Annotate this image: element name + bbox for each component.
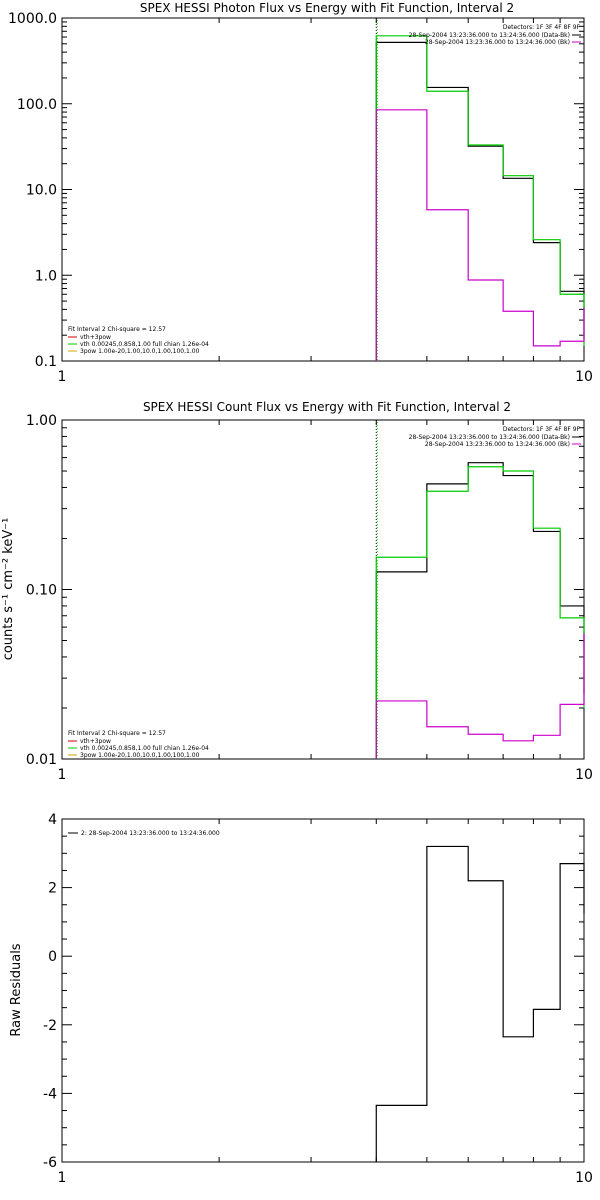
series-lines: [375, 420, 585, 759]
y-tick-label: 0: [48, 949, 57, 965]
x-tick-label: 1: [58, 369, 67, 385]
legend-top-left: 2: 28-Sep-2004 13:23:36.000 to 13:24:36.…: [68, 830, 220, 837]
legend-item: vth 0.00245,0.858,1.00 full chian 1.26e-…: [80, 745, 209, 752]
series-line: [375, 845, 585, 1162]
y-tick-label: 0.1: [35, 354, 57, 370]
series-line: [375, 633, 585, 759]
chart-title: SPEX HESSI Photon Flux vs Energy with Fi…: [140, 1, 514, 15]
legend-title: Fit Interval 2 Chi-square = 12.57: [68, 326, 166, 333]
x-tick-label: 1: [58, 1170, 67, 1186]
y-tick-label: -6: [43, 1155, 57, 1171]
y-tick-label: 1.00: [26, 413, 57, 429]
legend-top-right: Detectors: 1F 3F 4F 8F 9F 28-Sep-2004 13…: [409, 426, 581, 448]
panel-count-flux: SPEX HESSI Count Flux vs Energy with Fit…: [1, 400, 593, 783]
legend-title: Detectors: 1F 3F 4F 8F 9F: [503, 24, 581, 31]
series-line: [375, 35, 585, 361]
axis-ticks: 1 10 -6 -4 -2 0 2 4: [43, 812, 593, 1186]
y-tick-label: 4: [48, 812, 57, 828]
axis-ticks: 1 10 0.1 1.0 10.0 100.0 1000.0: [8, 11, 593, 385]
legend-title: Fit Interval 2 Chi-square = 12.57: [68, 730, 166, 737]
legend-item: 28-Sep-2004 13:23:36.000 to 13:24:36.000…: [409, 32, 570, 39]
legend-item: vth+3pow: [80, 334, 111, 341]
series-line: [375, 41, 585, 361]
y-axis-label: Raw Residuals: [9, 943, 24, 1036]
x-tick-label: 1: [58, 767, 67, 783]
legend-bottom-left: Fit Interval 2 Chi-square = 12.57 vth+3p…: [68, 326, 209, 355]
x-tick-label: 10: [575, 369, 593, 385]
chart-title: SPEX HESSI Count Flux vs Energy with Fit…: [143, 400, 511, 414]
y-tick-label: 0.01: [26, 752, 57, 768]
legend-item: vth 0.00245,0.858,1.00 full chian 1.26e-…: [80, 341, 209, 348]
legend-item: vth+3pow: [80, 738, 111, 745]
x-tick-label: 10: [575, 1170, 593, 1186]
y-tick-label: -4: [43, 1086, 57, 1102]
series-lines: [375, 845, 585, 1162]
y-tick-label: 10.0: [26, 183, 57, 199]
y-axis-label: counts s⁻¹ cm⁻² keV⁻¹: [1, 518, 16, 661]
y-tick-label: 1.0: [35, 268, 57, 284]
y-tick-label: 2: [48, 881, 57, 897]
legend-bottom-left: Fit Interval 2 Chi-square = 12.57 vth+3p…: [68, 730, 209, 759]
series-line: [375, 466, 585, 759]
panel-photon-flux: SPEX HESSI Photon Flux vs Energy with Fi…: [8, 1, 593, 385]
plot-frame: [61, 818, 585, 1163]
y-tick-label: 1000.0: [8, 11, 57, 27]
legend-title: Detectors: 1F 3F 4F 8F 9F: [503, 426, 581, 433]
y-tick-label: 0.10: [26, 583, 57, 599]
legend-item: 3pow 1.00e-20,1.00,10.0,1.00,100,1.00: [80, 348, 200, 355]
axis-ticks: 1 10 0.01 0.10 1.00: [26, 413, 593, 783]
legend-item: 2: 28-Sep-2004 13:23:36.000 to 13:24:36.…: [81, 830, 220, 837]
panel-residuals: Raw Residuals 1 10 -6 -4 -2 0 2 4 2: 28-Sep-200…: [9, 812, 593, 1186]
plot-frame: [61, 17, 585, 362]
series-line: [375, 109, 585, 361]
legend-item: 3pow 1.00e-20,1.00,10.0,1.00,100,1.00: [80, 752, 200, 759]
series-line: [375, 462, 585, 759]
legend-item: 28-Sep-2004 13:23:36.000 to 13:24:36.000…: [425, 441, 570, 448]
legend-item: 28-Sep-2004 13:23:36.000 to 13:24:36.000…: [425, 39, 570, 46]
y-tick-label: 100.0: [17, 97, 57, 113]
legend-item: 28-Sep-2004 13:23:36.000 to 13:24:36.000…: [409, 434, 570, 441]
y-tick-label: -2: [43, 1018, 57, 1034]
x-tick-label: 10: [575, 767, 593, 783]
series-lines: [375, 18, 585, 361]
legend-top-right: Detectors: 1F 3F 4F 8F 9F 28-Sep-2004 13…: [409, 24, 581, 46]
